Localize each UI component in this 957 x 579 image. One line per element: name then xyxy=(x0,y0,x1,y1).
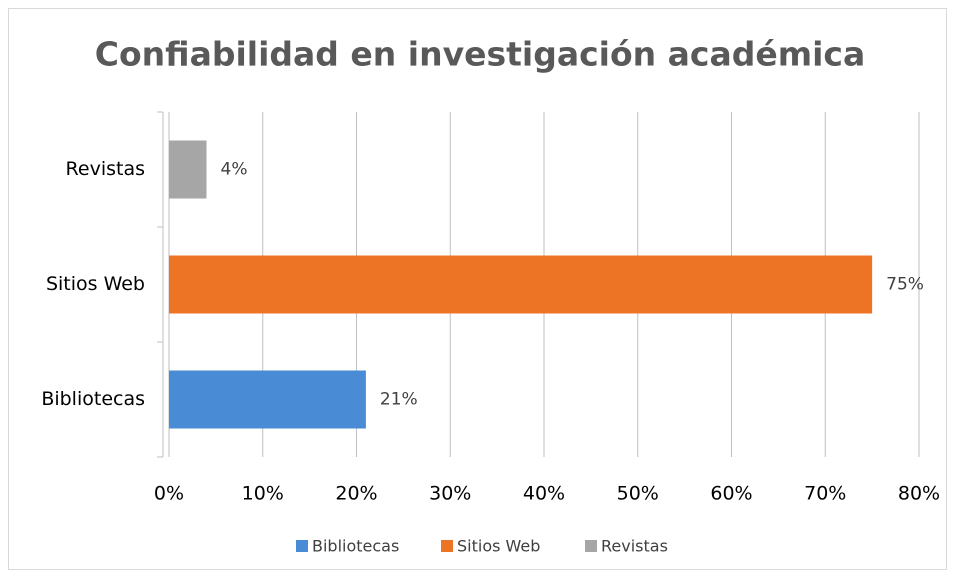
legend-label: Revistas xyxy=(601,537,668,556)
bar xyxy=(169,140,207,199)
legend-swatch xyxy=(441,540,453,552)
data-label: 75% xyxy=(886,275,924,295)
bar xyxy=(169,255,873,314)
x-tick-label: 30% xyxy=(429,483,471,505)
chart-title: Confiabilidad en investigación académica xyxy=(95,35,866,74)
y-tick-label: Revistas xyxy=(66,158,145,180)
x-tick-label: 20% xyxy=(335,483,377,505)
data-label: 4% xyxy=(221,160,248,180)
bar xyxy=(169,370,366,429)
y-tick-label: Bibliotecas xyxy=(41,388,145,410)
y-tick-label: Sitios Web xyxy=(46,273,145,295)
legend-swatch xyxy=(585,540,597,552)
legend-label: Bibliotecas xyxy=(312,537,399,556)
x-tick-label: 60% xyxy=(710,483,752,505)
legend-label: Sitios Web xyxy=(457,537,540,556)
x-tick-label: 70% xyxy=(804,483,846,505)
x-tick-label: 50% xyxy=(617,483,659,505)
x-tick-label: 80% xyxy=(898,483,940,505)
legend-swatch xyxy=(296,540,308,552)
x-tick-label: 10% xyxy=(242,483,284,505)
x-tick-label: 40% xyxy=(523,483,565,505)
data-label: 21% xyxy=(380,390,418,410)
x-tick-label: 0% xyxy=(154,483,184,505)
